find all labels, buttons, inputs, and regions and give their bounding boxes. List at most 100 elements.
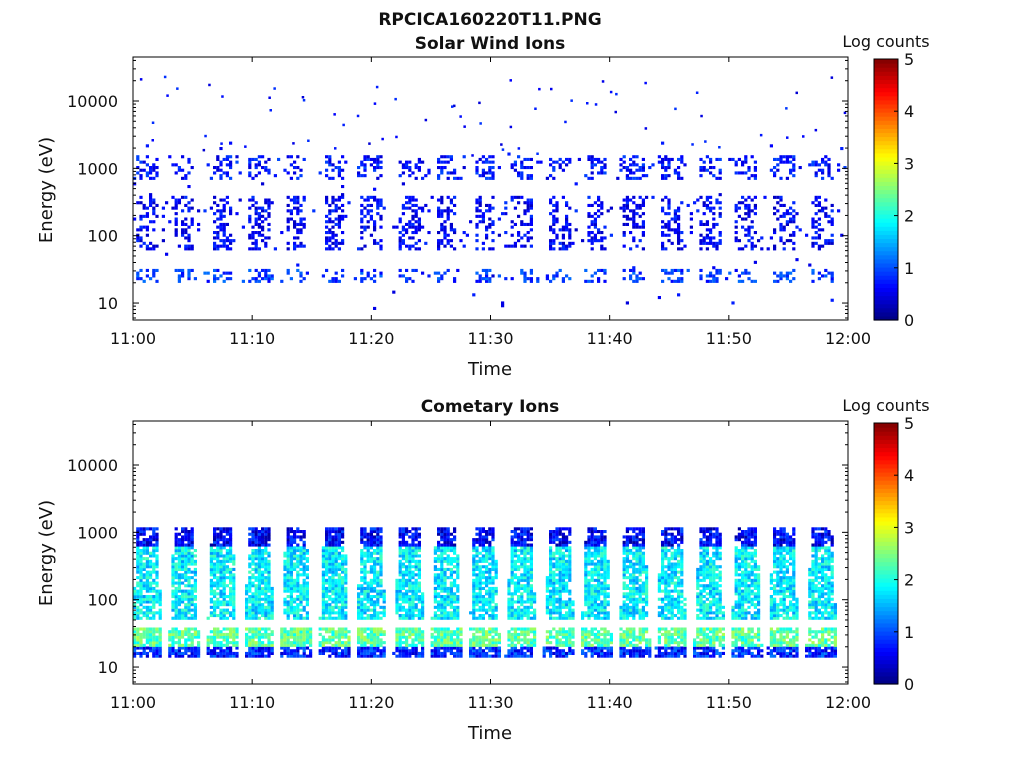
heatmap-cell <box>254 589 258 593</box>
heatmap-cell <box>181 562 185 566</box>
heatmap-cell <box>139 268 143 272</box>
y-tick-label: 100 <box>87 227 118 246</box>
heatmap-cell <box>475 565 479 569</box>
heatmap-cell <box>488 160 492 164</box>
heatmap-cell <box>363 166 367 170</box>
heatmap-cell <box>209 543 213 547</box>
heatmap-cell <box>600 244 604 248</box>
heatmap-cell <box>193 570 197 574</box>
heatmap-cell <box>401 630 405 634</box>
heatmap-cell <box>363 567 367 571</box>
heatmap-cell <box>136 540 140 544</box>
heatmap-cell <box>424 203 428 207</box>
heatmap-cell <box>174 641 178 645</box>
heatmap-cell <box>421 209 425 213</box>
heatmap-cell <box>213 654 217 658</box>
heatmap-cell <box>222 595 226 599</box>
heatmap-cell <box>398 597 402 601</box>
heatmap-cell <box>395 586 399 590</box>
heatmap-cell <box>478 643 482 647</box>
heatmap-cell <box>286 595 290 599</box>
heatmap-cell <box>219 176 223 180</box>
heatmap-cell <box>254 277 258 281</box>
heatmap-cell <box>437 581 441 585</box>
heatmap-cell <box>520 271 524 275</box>
heatmap-cell <box>331 632 335 636</box>
heatmap-cell <box>405 578 409 582</box>
heatmap-cell <box>337 214 341 218</box>
heatmap-cell <box>453 171 457 175</box>
heatmap-cell <box>299 274 303 278</box>
heatmap-cell <box>632 268 636 272</box>
heatmap-cell <box>267 567 271 571</box>
heatmap-cell <box>171 600 175 604</box>
heatmap-cell <box>590 274 594 278</box>
heatmap-cell <box>267 632 271 636</box>
heatmap-cell <box>328 549 332 553</box>
heatmap-cell <box>667 225 671 229</box>
heatmap-cell <box>584 174 588 178</box>
heatmap-cell <box>590 203 594 207</box>
heatmap-cell <box>517 155 521 159</box>
heatmap-cell <box>369 603 373 607</box>
heatmap-cell <box>517 231 521 235</box>
heatmap-cell <box>360 630 364 634</box>
heatmap-cell <box>472 614 476 618</box>
heatmap-cell <box>296 584 300 588</box>
heatmap-cell <box>209 586 213 590</box>
heatmap-cell <box>734 171 738 175</box>
heatmap-cell <box>267 206 271 210</box>
heatmap-cell <box>587 157 591 161</box>
heatmap-cell <box>379 244 383 248</box>
heatmap-cell <box>395 654 399 658</box>
heatmap-cell <box>485 176 489 180</box>
heatmap-cell <box>289 586 293 590</box>
heatmap-cell <box>321 559 325 563</box>
heatmap-cell <box>155 635 159 639</box>
heatmap-cell <box>145 565 149 569</box>
heatmap-cell <box>222 239 226 243</box>
heatmap-cell <box>526 277 530 281</box>
heatmap-cell <box>440 576 444 580</box>
heatmap-cell <box>456 654 460 658</box>
heatmap-cell <box>152 247 156 251</box>
heatmap-cell <box>440 171 444 175</box>
heatmap-cell <box>446 600 450 604</box>
heatmap-cell <box>321 549 325 553</box>
heatmap-cell <box>264 557 268 561</box>
heatmap-cell <box>222 565 226 569</box>
heatmap-cell <box>174 527 178 531</box>
heatmap-cell <box>453 527 457 531</box>
heatmap-cell <box>481 630 485 634</box>
heatmap-cell <box>443 244 447 248</box>
heatmap-cell <box>254 157 258 161</box>
heatmap-cell <box>187 576 191 580</box>
heatmap-cell <box>357 638 361 642</box>
heatmap-cell <box>209 581 213 585</box>
heatmap-cell <box>197 649 201 653</box>
heatmap-cell <box>830 239 834 243</box>
heatmap-cell <box>289 592 293 596</box>
heatmap-cell <box>193 559 197 563</box>
heatmap-cell <box>552 222 556 226</box>
heatmap-cell <box>283 627 287 631</box>
heatmap-cell <box>209 635 213 639</box>
heatmap-cell <box>254 554 258 558</box>
heatmap-cell <box>657 160 661 164</box>
heatmap-cell <box>376 160 380 164</box>
heatmap-cell <box>229 166 233 170</box>
heatmap-cell <box>331 168 335 172</box>
heatmap-cell <box>382 651 386 655</box>
heatmap-cell <box>331 220 335 224</box>
heatmap-cell <box>261 581 265 585</box>
heatmap-cell <box>376 540 380 544</box>
heatmap-cell <box>181 592 185 596</box>
colorbar-swatch <box>874 99 898 105</box>
heatmap-cell <box>190 166 194 170</box>
heatmap-cell <box>149 632 153 636</box>
heatmap-cell <box>187 632 191 636</box>
heatmap-cell <box>411 209 415 213</box>
heatmap-cell <box>328 535 332 539</box>
heatmap-cell <box>366 543 370 547</box>
heatmap-cell <box>264 532 268 536</box>
